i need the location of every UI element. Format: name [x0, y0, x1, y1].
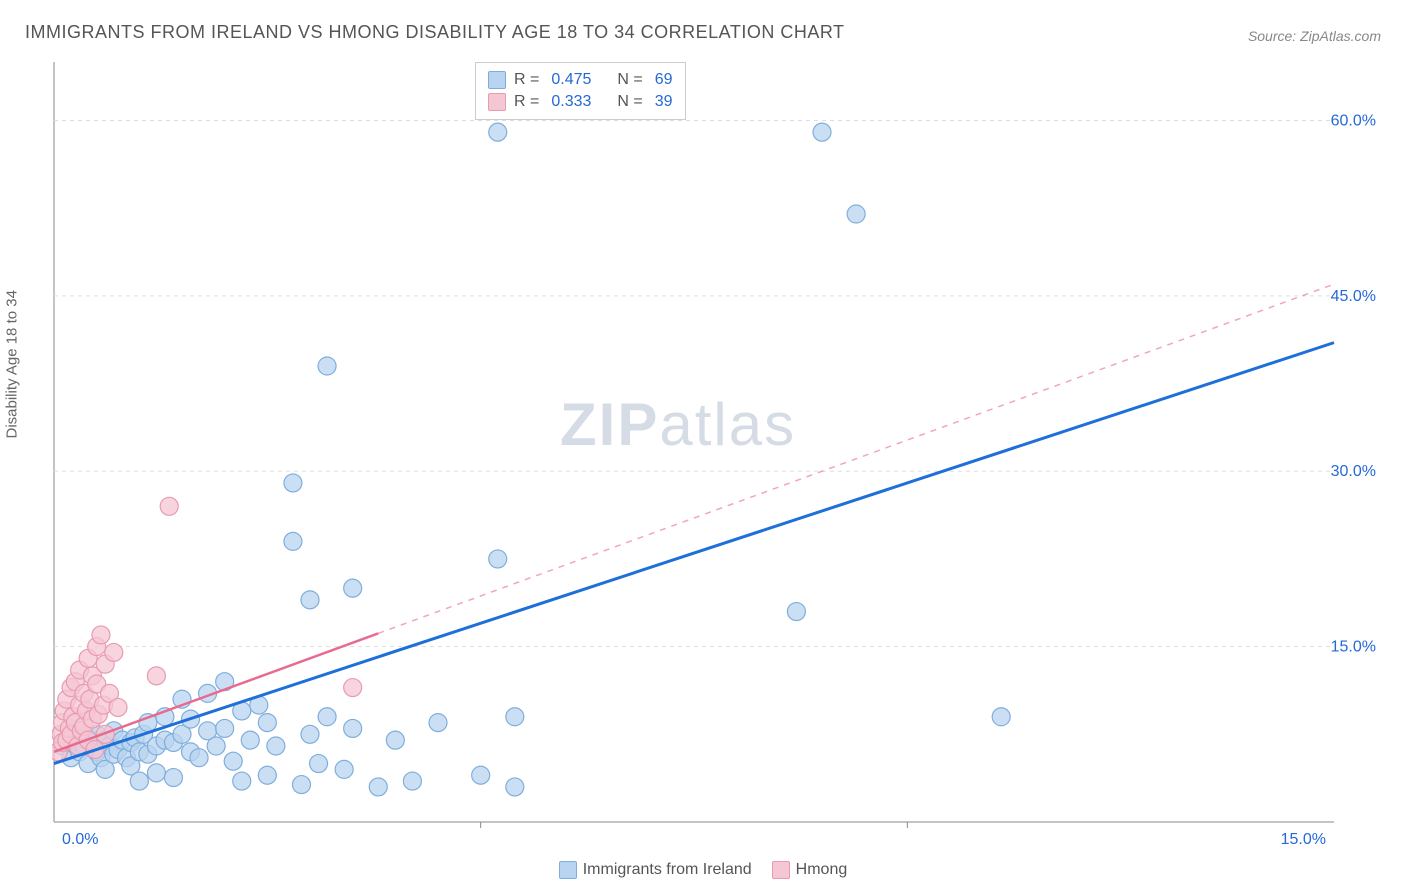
- chart-title: IMMIGRANTS FROM IRELAND VS HMONG DISABIL…: [25, 22, 845, 43]
- legend-swatch: [772, 861, 790, 879]
- legend-correlation-row: R = 0.475 N = 69: [488, 69, 673, 91]
- legend-series-label: Immigrants from Ireland: [583, 861, 752, 879]
- r-label: R =: [514, 71, 539, 89]
- x-tick-label: 0.0%: [62, 831, 98, 848]
- y-tick-label: 15.0%: [1331, 639, 1376, 656]
- legend-series-item: Hmong: [772, 861, 848, 879]
- legend-correlation-box: R = 0.475 N = 69 R = 0.333 N = 39: [475, 62, 686, 120]
- legend-correlation-row: R = 0.333 N = 39: [488, 91, 673, 113]
- legend-swatch: [488, 93, 506, 111]
- legend-series: Immigrants from Ireland Hmong: [0, 861, 1406, 884]
- n-value: 69: [655, 71, 673, 89]
- n-label: N =: [617, 71, 642, 89]
- legend-swatch: [559, 861, 577, 879]
- y-tick-label: 60.0%: [1331, 112, 1376, 129]
- x-tick-label: 15.0%: [1281, 831, 1326, 848]
- legend-series-label: Hmong: [796, 861, 848, 879]
- r-value: 0.475: [551, 71, 591, 89]
- n-value: 39: [655, 93, 673, 111]
- r-value: 0.333: [551, 93, 591, 111]
- y-axis-label: Disability Age 18 to 34: [4, 290, 21, 438]
- legend-series-item: Immigrants from Ireland: [559, 861, 752, 879]
- source-attribution: Source: ZipAtlas.com: [1248, 28, 1381, 44]
- r-label: R =: [514, 93, 539, 111]
- n-label: N =: [617, 93, 642, 111]
- legend-swatch: [488, 71, 506, 89]
- y-tick-label: 30.0%: [1331, 463, 1376, 480]
- scatter-chart-svg: 15.0% 30.0% 45.0% 60.0% 0.0% 15.0%: [52, 60, 1382, 850]
- y-tick-label: 45.0%: [1331, 288, 1376, 305]
- chart-container: 15.0% 30.0% 45.0% 60.0% 0.0% 15.0%: [52, 60, 1382, 850]
